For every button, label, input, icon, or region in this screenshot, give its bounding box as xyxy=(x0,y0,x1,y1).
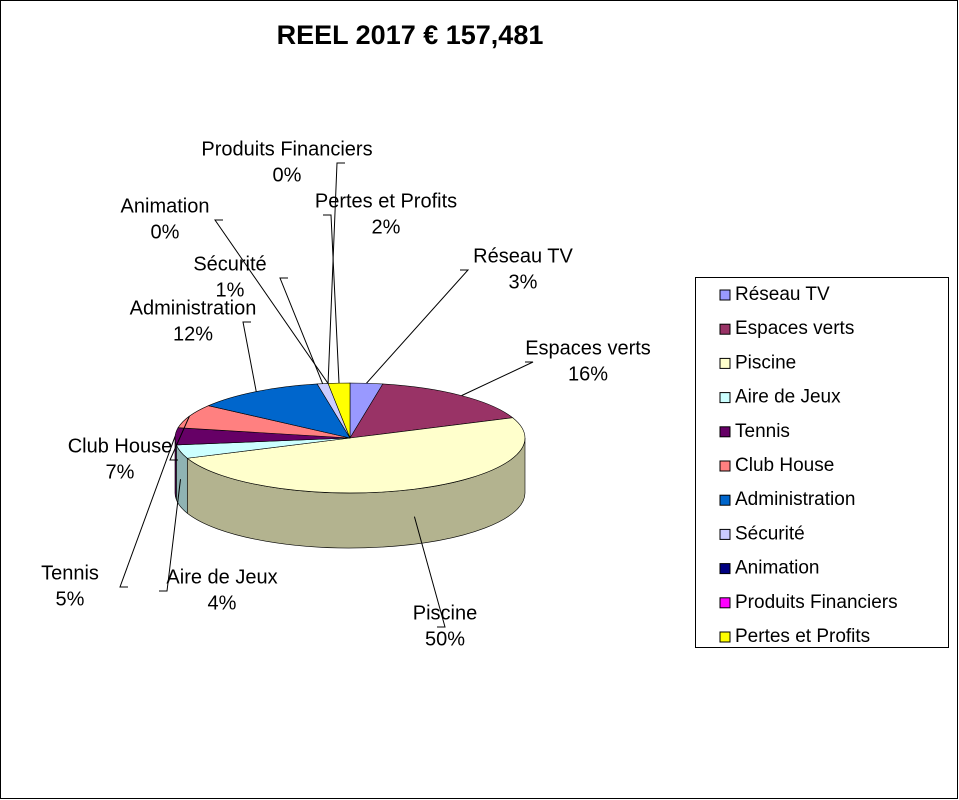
data-label-value: 3% xyxy=(509,271,538,293)
legend-swatch xyxy=(719,426,731,438)
data-label-value: 4% xyxy=(208,592,237,614)
data-label-name: Tennis xyxy=(41,562,99,584)
leader-line xyxy=(323,214,340,384)
data-label-name: Pertes et Profits xyxy=(315,190,457,212)
legend-box xyxy=(695,277,949,648)
leader-line xyxy=(366,269,470,384)
legend-label: Pertes et Profits xyxy=(735,626,870,647)
data-label-name: Produits Financiers xyxy=(201,138,372,160)
legend-swatch xyxy=(719,357,731,369)
data-label-value: 16% xyxy=(568,363,608,385)
data-label-value: 7% xyxy=(106,461,135,483)
leader-line xyxy=(327,162,345,384)
legend-label: Réseau TV xyxy=(735,284,830,305)
leader-line xyxy=(169,415,190,461)
leader-line xyxy=(279,277,324,384)
leader-line xyxy=(242,321,257,392)
legend-label: Animation xyxy=(735,558,820,579)
data-label-name: Piscine xyxy=(413,602,477,624)
data-label-name: Sécurité xyxy=(193,253,266,275)
chart-title: REEL 2017 € 157,481 xyxy=(277,20,544,50)
legend-swatch xyxy=(719,528,731,540)
data-label-value: 12% xyxy=(173,323,213,345)
legend-label: Piscine xyxy=(735,352,796,373)
data-label-value: 5% xyxy=(56,588,85,610)
data-label-value: 1% xyxy=(216,279,245,301)
legend-swatch xyxy=(719,563,731,575)
legend-swatch xyxy=(719,631,731,643)
legend-label: Espaces verts xyxy=(735,318,854,339)
data-label-name: Club House xyxy=(68,435,173,457)
legend-label: Produits Financiers xyxy=(735,592,898,613)
leader-line xyxy=(119,436,176,588)
leader-line xyxy=(461,361,534,397)
data-label-value: 0% xyxy=(151,221,180,243)
data-label-value: 50% xyxy=(425,628,465,650)
legend-swatch xyxy=(719,460,731,472)
leader-line xyxy=(214,219,329,384)
data-label-name: Espaces verts xyxy=(525,337,651,359)
legend-label: Tennis xyxy=(735,421,790,442)
legend-swatch xyxy=(719,392,731,404)
legend-label: Club House xyxy=(735,455,834,476)
legend-swatch xyxy=(719,597,731,609)
pie xyxy=(174,382,526,549)
legend-swatch xyxy=(719,289,731,301)
data-label-name: Réseau TV xyxy=(473,245,573,267)
leader-line xyxy=(413,516,446,628)
data-label-name: Animation xyxy=(121,195,210,217)
legend-label: Aire de Jeux xyxy=(735,387,841,408)
legend-swatch xyxy=(719,494,731,506)
legend-swatch xyxy=(719,323,731,335)
legend-label: Administration xyxy=(735,489,855,510)
data-label-name: Aire de Jeux xyxy=(166,566,277,588)
legend-label: Sécurité xyxy=(735,523,805,544)
leader-line xyxy=(159,479,181,592)
data-label-name: Administration xyxy=(130,297,257,319)
data-label-value: 2% xyxy=(372,216,401,238)
slice xyxy=(186,417,526,494)
data-label-value: 0% xyxy=(273,164,302,186)
